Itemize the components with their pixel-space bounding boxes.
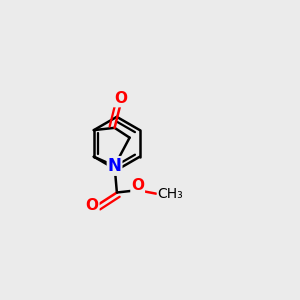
- Text: O: O: [114, 92, 127, 106]
- Text: O: O: [86, 198, 99, 213]
- Text: CH₃: CH₃: [157, 187, 183, 201]
- Text: O: O: [131, 178, 144, 193]
- Text: N: N: [108, 157, 122, 175]
